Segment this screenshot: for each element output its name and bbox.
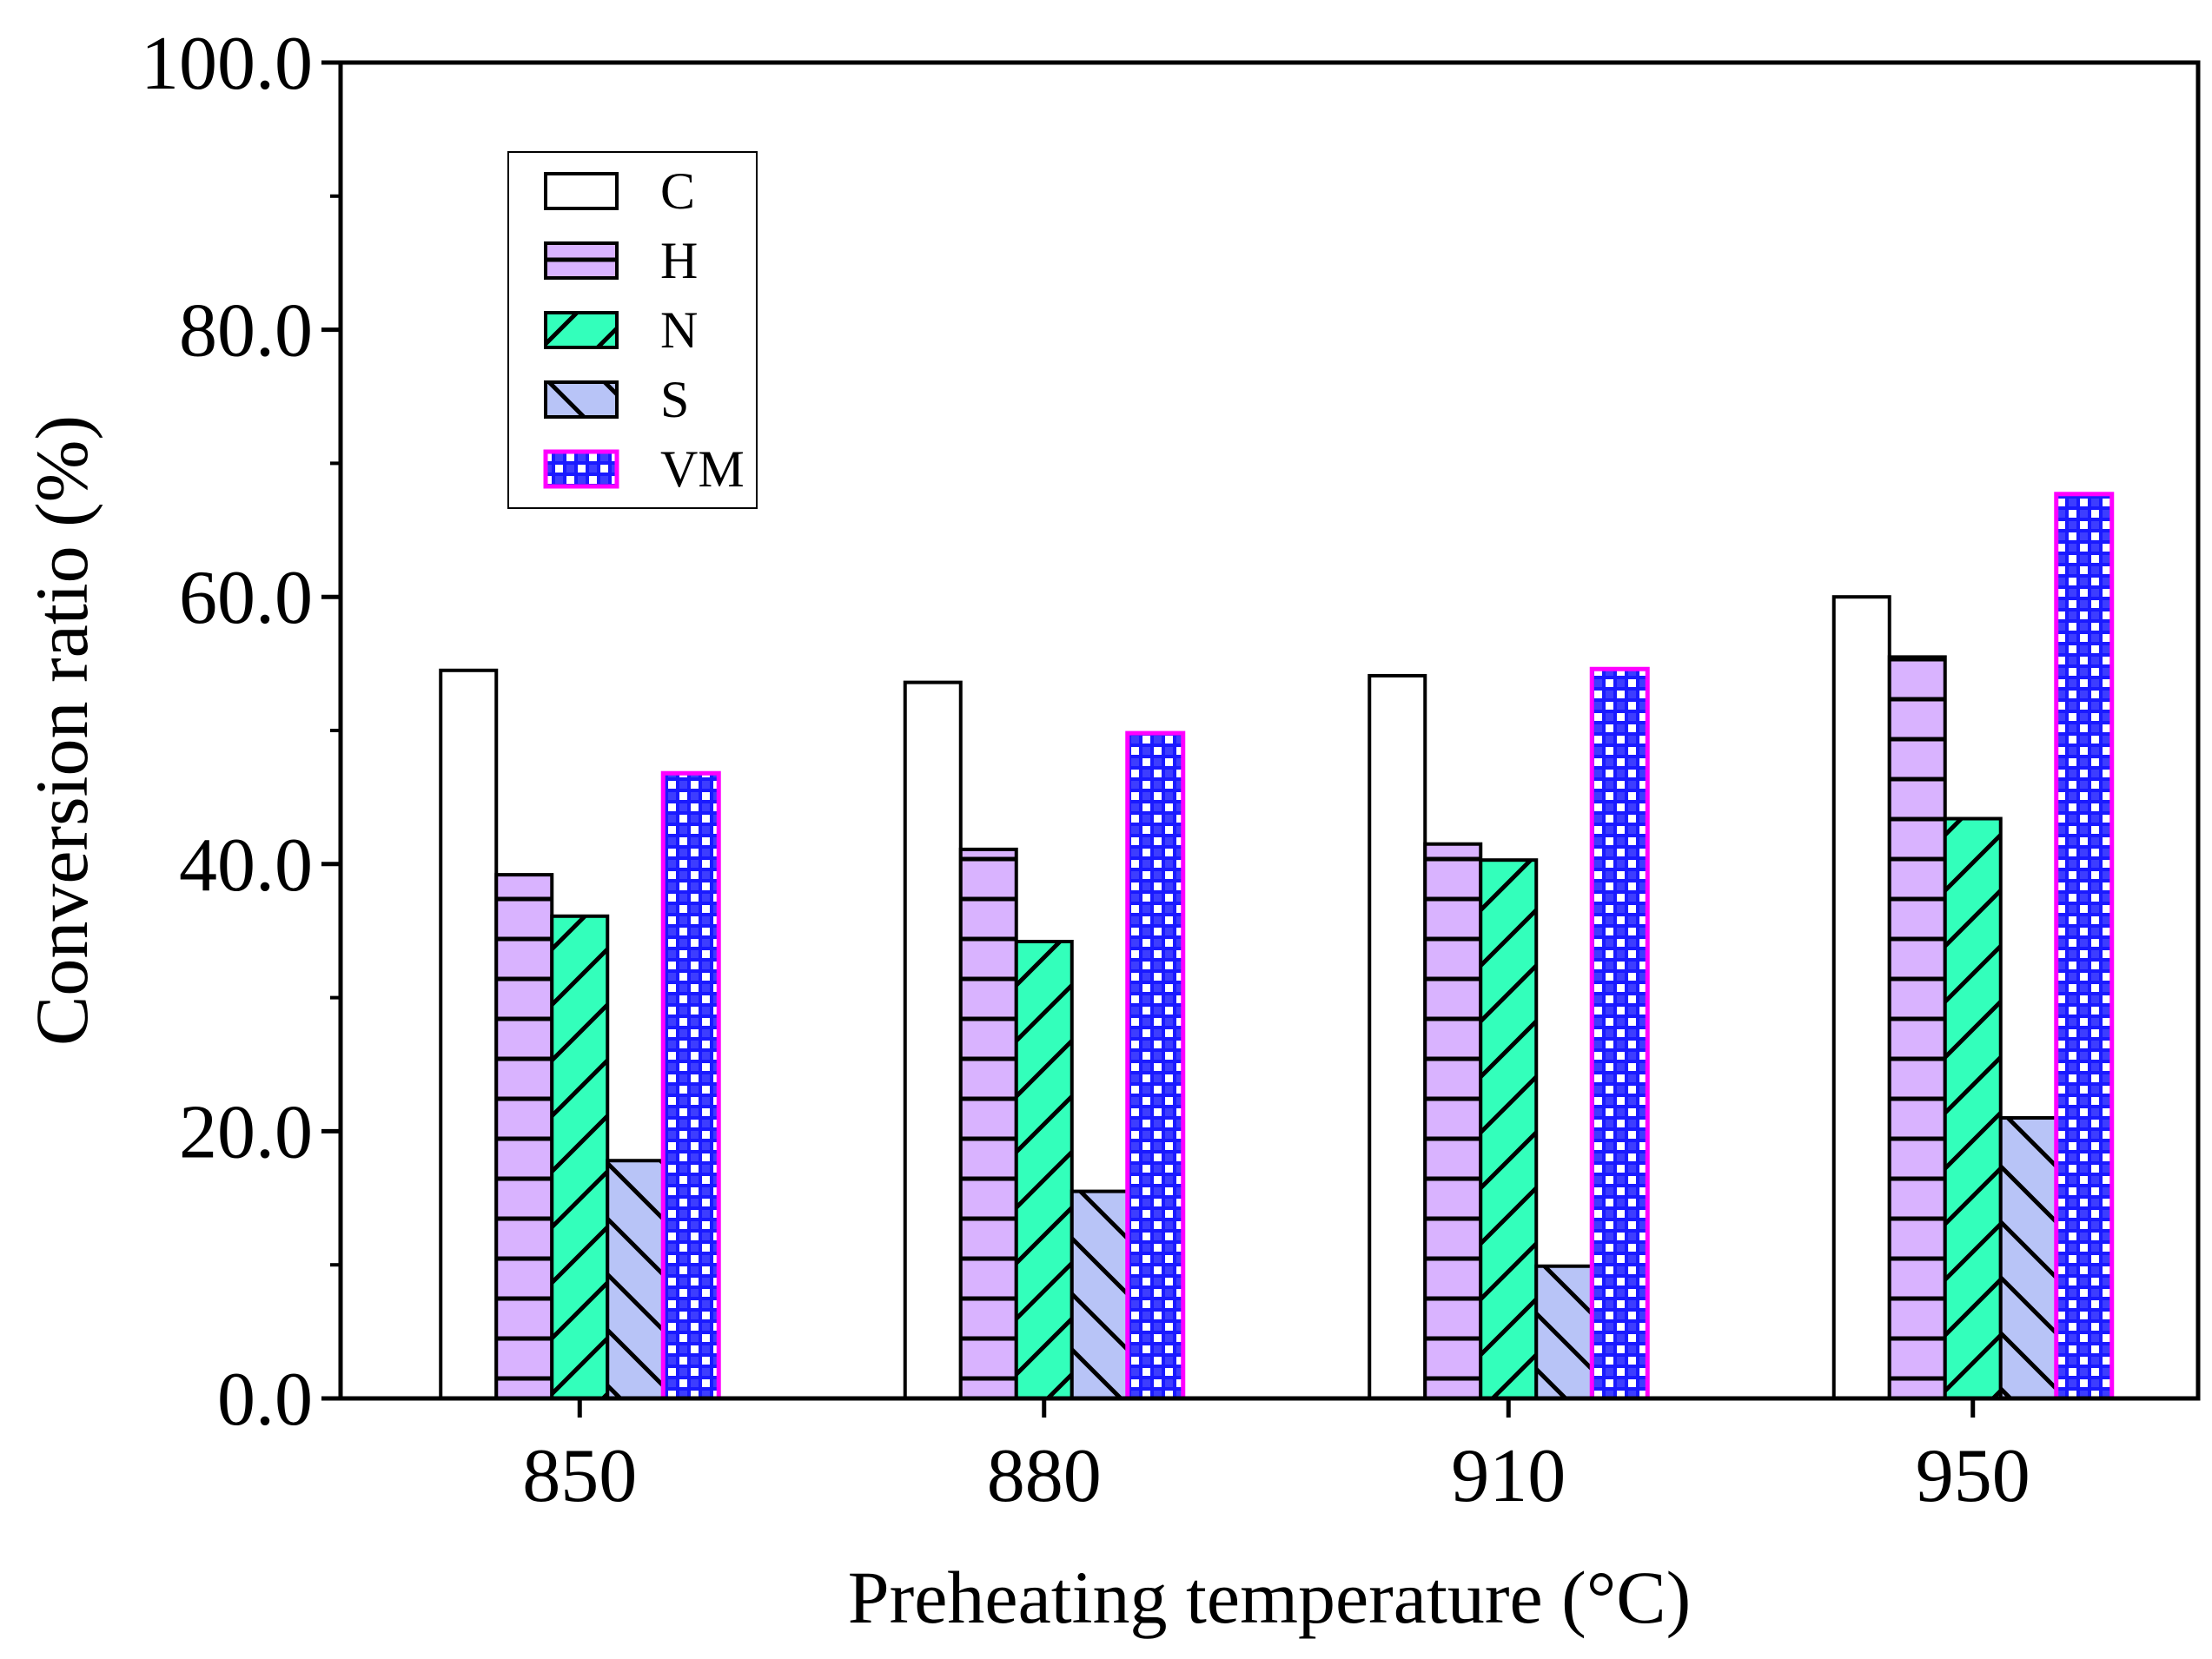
bar-s-880 [1070,1189,1129,1400]
x-tick-label-850: 850 [522,1434,637,1518]
bar-n-950 [1943,816,2003,1400]
bar-s-850 [606,1159,666,1400]
bar-n-850 [550,914,610,1400]
legend-swatch-s [544,380,619,419]
bar-n-880 [1014,940,1074,1400]
bar-vm-880 [1125,730,1186,1401]
legend-label-n: N [660,301,698,359]
y-tick-label: 100.0 [141,22,313,106]
x-axis: 850 880 910 950 [522,1398,2030,1518]
legend-swatch-c [544,172,619,210]
bar-c-950 [1831,595,1891,1400]
bar-h-850 [494,873,554,1400]
bar-n-910 [1479,858,1539,1400]
legend-label-h: H [660,232,698,289]
y-axis: 0.0 20.0 40.0 60.0 80.0 100.0 [141,22,341,1442]
bar-c-910 [1368,673,1427,1400]
x-tick-label-880: 880 [987,1434,1102,1518]
bar-vm-910 [1589,666,1650,1401]
y-tick-label: 80.0 [179,289,313,373]
bar-c-850 [439,668,499,1400]
legend-label-c: C [660,162,695,220]
bar-c-880 [903,680,963,1400]
bars-group [439,492,2115,1401]
y-axis-title: Conversion ratio (%) [20,415,103,1046]
bar-s-950 [1998,1116,2058,1401]
y-tick-label: 20.0 [179,1090,313,1174]
legend-label-s: S [660,371,689,428]
y-tick-label: 60.0 [179,556,313,640]
bar-s-910 [1534,1264,1594,1401]
bar-h-950 [1887,655,1947,1400]
x-axis-title: Preheating temperature (°C) [848,1556,1691,1639]
bar-h-880 [958,847,1018,1400]
legend-swatch-n [544,311,619,349]
x-tick-label-950: 950 [1916,1434,2030,1518]
y-tick-label: 0.0 [217,1358,313,1442]
y-tick-label: 40.0 [179,823,313,908]
legend-label-vm: VM [660,440,745,498]
bar-h-910 [1423,842,1483,1400]
legend-swatch-h [544,241,619,280]
x-tick-label-910: 910 [1451,1434,1566,1518]
bar-vm-950 [2054,492,2115,1401]
bar-vm-850 [660,770,721,1401]
legend-swatch-vm [543,449,619,489]
